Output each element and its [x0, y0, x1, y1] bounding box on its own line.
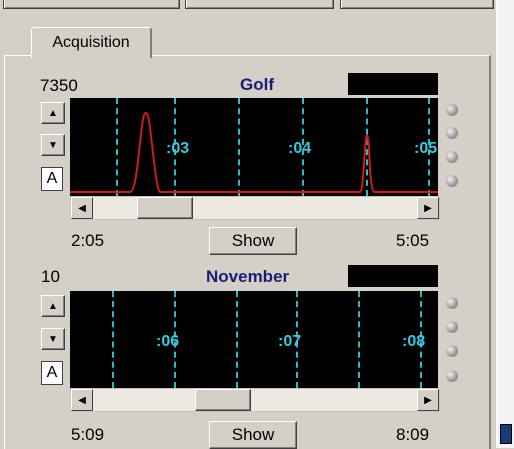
- time-tick-label: :06: [156, 333, 180, 350]
- scroll-left-button[interactable]: ◀: [71, 197, 93, 219]
- gridline: [358, 291, 360, 388]
- channel-title: Golf: [240, 75, 274, 94]
- gridline: [296, 291, 298, 388]
- scroll-left-button[interactable]: ◀: [71, 389, 93, 411]
- waveform-plot[interactable]: :03 :04 :05: [70, 98, 438, 196]
- channel-a-button[interactable]: A: [41, 361, 63, 385]
- time-tick-label: :04: [288, 140, 312, 157]
- indicator-dot-icon: [446, 345, 458, 357]
- value-display: [348, 265, 438, 287]
- time-tick-label: :05: [414, 140, 438, 157]
- acquisition-panel: [4, 55, 491, 449]
- scroll-thumb[interactable]: [137, 197, 193, 219]
- show-button[interactable]: Show: [209, 421, 297, 449]
- gridline: [236, 291, 238, 388]
- horizontal-scrollbar[interactable]: ◀ ▶: [70, 388, 440, 412]
- value-display: [348, 73, 438, 95]
- indicator-dot-icon: [446, 151, 458, 163]
- gridline: [174, 98, 176, 196]
- gridline: [238, 98, 240, 196]
- time-tick-label: :07: [278, 333, 302, 350]
- channel-a-button[interactable]: A: [41, 167, 63, 191]
- window-corner-icon: [500, 424, 512, 444]
- tab-acquisition[interactable]: Acquisition: [31, 27, 152, 58]
- scroll-down-button[interactable]: ▼: [41, 134, 65, 156]
- indicator-dot-icon: [446, 297, 458, 309]
- toolbar-button-2[interactable]: [185, 0, 334, 9]
- indicator-dot-icon: [446, 321, 458, 333]
- track-number: 10: [41, 267, 60, 286]
- scroll-up-button[interactable]: ▲: [41, 102, 65, 124]
- start-time: 2:05: [71, 231, 105, 250]
- indicator-dot-icon: [446, 175, 458, 187]
- scroll-right-button[interactable]: ▶: [417, 389, 439, 411]
- scroll-up-button[interactable]: ▲: [41, 295, 65, 317]
- channel-title: November: [206, 267, 290, 286]
- indicator-dot-icon: [446, 127, 458, 139]
- show-button[interactable]: Show: [209, 227, 297, 255]
- end-time: 5:05: [396, 231, 430, 250]
- gridline: [420, 291, 422, 388]
- indicator-dot-icon: [446, 370, 458, 382]
- gridline: [116, 98, 118, 196]
- scroll-down-button[interactable]: ▼: [41, 328, 65, 350]
- gridline: [428, 98, 430, 196]
- scroll-right-button[interactable]: ▶: [417, 197, 439, 219]
- toolbar-button-3[interactable]: [340, 0, 494, 9]
- signal-trace: [70, 111, 438, 193]
- track-number: 7350: [40, 76, 78, 95]
- gridline: [302, 98, 304, 196]
- scroll-thumb[interactable]: [195, 389, 251, 411]
- end-time: 8:09: [396, 425, 430, 444]
- window-edge: [496, 0, 514, 448]
- indicator-dot-icon: [446, 104, 458, 116]
- gridline: [366, 98, 368, 196]
- toolbar-button-1[interactable]: [3, 0, 180, 9]
- horizontal-scrollbar[interactable]: ◀ ▶: [70, 196, 440, 220]
- time-tick-label: :03: [166, 140, 190, 157]
- start-time: 5:09: [71, 425, 105, 444]
- gridline: [174, 291, 176, 388]
- time-tick-label: :08: [402, 333, 426, 350]
- gridline: [112, 291, 114, 388]
- waveform-plot[interactable]: :06 :07 :08: [70, 291, 438, 388]
